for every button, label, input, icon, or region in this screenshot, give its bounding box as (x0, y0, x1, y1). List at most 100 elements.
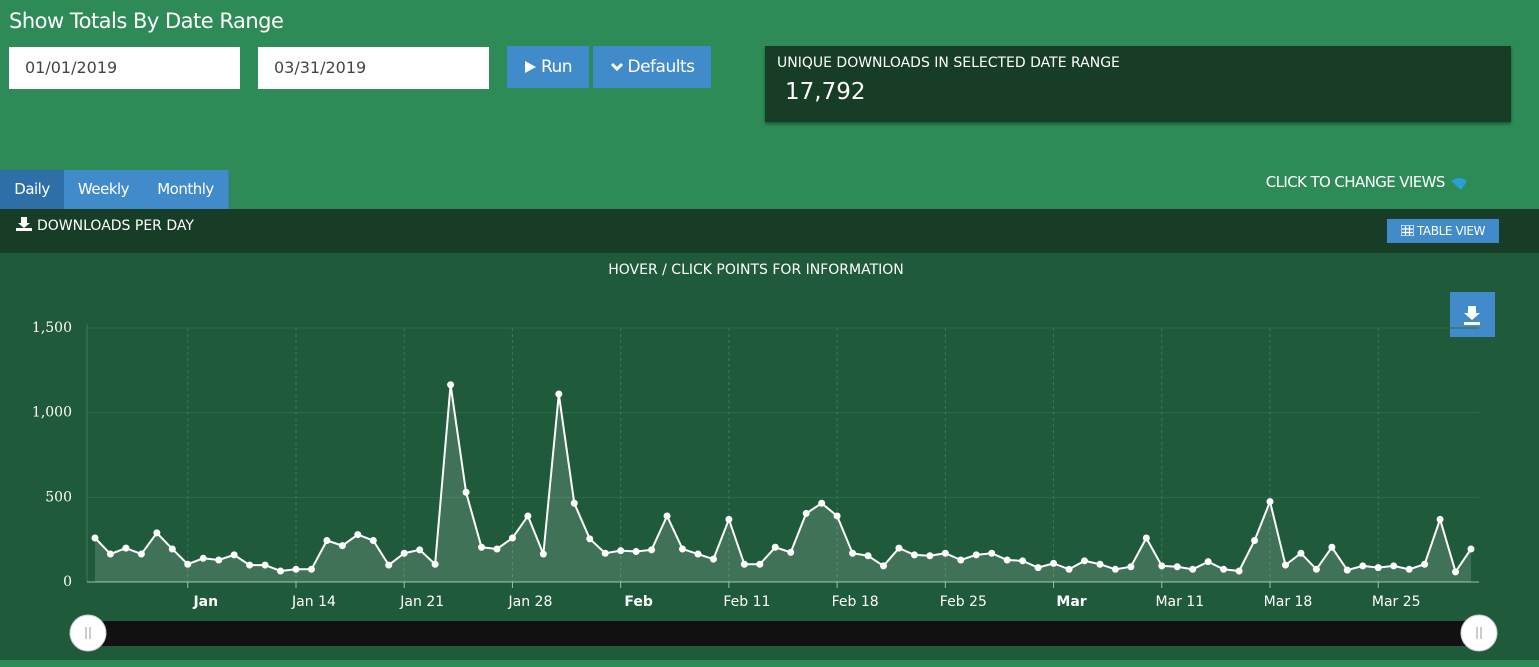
point[interactable] (1281, 561, 1289, 569)
point[interactable] (199, 554, 207, 562)
point[interactable] (1080, 557, 1088, 565)
point[interactable] (818, 499, 826, 507)
point[interactable] (1436, 515, 1444, 523)
point[interactable] (1019, 557, 1027, 565)
navigator-handle-left[interactable] (69, 614, 107, 652)
export-button[interactable] (1450, 292, 1495, 337)
point[interactable] (601, 549, 609, 557)
point[interactable] (106, 550, 114, 558)
point[interactable] (1189, 565, 1197, 573)
point[interactable] (292, 565, 300, 573)
point[interactable] (1328, 543, 1336, 551)
point[interactable] (137, 550, 145, 558)
point[interactable] (168, 545, 176, 553)
point[interactable] (478, 543, 486, 551)
point[interactable] (1405, 565, 1413, 573)
point[interactable] (864, 552, 872, 560)
point[interactable] (1220, 565, 1228, 573)
point[interactable] (508, 534, 516, 542)
point[interactable] (524, 512, 532, 520)
point[interactable] (725, 515, 733, 523)
point[interactable] (91, 534, 99, 542)
point[interactable] (385, 561, 393, 569)
point[interactable] (354, 531, 362, 539)
point[interactable] (493, 545, 501, 553)
point[interactable] (1359, 562, 1367, 570)
point[interactable] (369, 537, 377, 545)
point[interactable] (972, 551, 980, 559)
point[interactable] (539, 550, 547, 558)
point[interactable] (230, 551, 238, 559)
point[interactable] (122, 544, 130, 552)
tab[interactable]: Monthly (143, 170, 229, 209)
point[interactable] (663, 512, 671, 520)
point[interactable] (462, 488, 470, 496)
point[interactable] (1266, 498, 1274, 506)
point[interactable] (833, 512, 841, 520)
navigator-handle-right[interactable] (1460, 614, 1498, 652)
point[interactable] (771, 543, 779, 551)
point[interactable] (1374, 564, 1382, 572)
point[interactable] (679, 545, 687, 553)
point[interactable] (277, 567, 285, 575)
point[interactable] (1467, 545, 1475, 553)
point[interactable] (895, 544, 903, 552)
point[interactable] (941, 549, 949, 557)
point[interactable] (709, 555, 717, 563)
point[interactable] (1096, 560, 1104, 568)
point[interactable] (1251, 537, 1259, 545)
point[interactable] (307, 565, 315, 573)
point[interactable] (1127, 563, 1135, 571)
point[interactable] (787, 548, 795, 556)
point[interactable] (1312, 565, 1320, 573)
point[interactable] (1390, 562, 1398, 570)
point[interactable] (694, 550, 702, 558)
end-date-input[interactable]: 03/31/2019 (258, 47, 489, 89)
point[interactable] (261, 561, 269, 569)
point[interactable] (740, 560, 748, 568)
point[interactable] (756, 560, 764, 568)
point[interactable] (431, 560, 439, 568)
point[interactable] (400, 549, 408, 557)
point[interactable] (586, 535, 594, 543)
point[interactable] (447, 381, 455, 389)
point[interactable] (1050, 559, 1058, 567)
run-button[interactable]: Run (507, 46, 589, 88)
point[interactable] (570, 499, 578, 507)
point[interactable] (910, 551, 918, 559)
point[interactable] (338, 542, 346, 550)
point[interactable] (648, 546, 656, 554)
point[interactable] (1142, 534, 1150, 542)
point[interactable] (1065, 565, 1073, 573)
point[interactable] (1034, 564, 1042, 572)
point[interactable] (1158, 562, 1166, 570)
point[interactable] (988, 549, 996, 557)
point[interactable] (632, 548, 640, 556)
point[interactable] (555, 390, 563, 398)
point[interactable] (215, 556, 223, 564)
point[interactable] (1003, 556, 1011, 564)
tab[interactable]: Weekly (64, 170, 144, 209)
point[interactable] (1452, 568, 1460, 576)
point[interactable] (1235, 567, 1243, 575)
point[interactable] (1343, 566, 1351, 574)
point[interactable] (1204, 558, 1212, 566)
point[interactable] (617, 547, 625, 555)
point[interactable] (849, 549, 857, 557)
point[interactable] (1111, 565, 1119, 573)
point[interactable] (1297, 549, 1305, 557)
point[interactable] (153, 529, 161, 537)
point[interactable] (879, 562, 887, 570)
tab[interactable]: Daily (0, 170, 65, 209)
point[interactable] (802, 509, 810, 517)
point[interactable] (926, 552, 934, 560)
defaults-button[interactable]: Defaults (593, 46, 711, 88)
point[interactable] (1173, 563, 1181, 571)
start-date-input[interactable]: 01/01/2019 (9, 47, 240, 89)
point[interactable] (184, 560, 192, 568)
table-view-button[interactable]: TABLE VIEW (1387, 219, 1499, 243)
point[interactable] (416, 546, 424, 554)
point[interactable] (1421, 560, 1429, 568)
point[interactable] (246, 561, 254, 569)
point[interactable] (957, 556, 965, 564)
